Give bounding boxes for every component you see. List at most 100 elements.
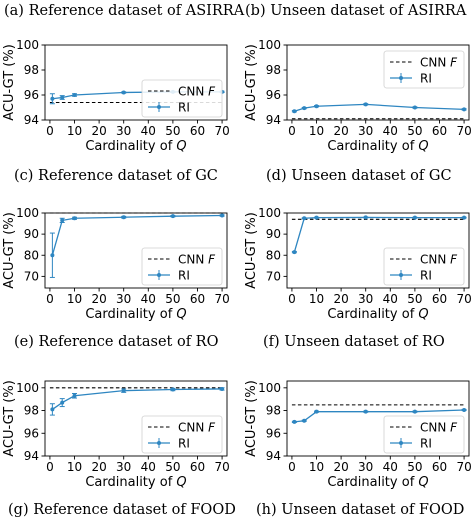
legend-ri-label: RI (420, 72, 432, 86)
legend-cnn-label: CNN F (420, 253, 458, 267)
ri-point (314, 104, 319, 109)
x-tick-label: 70 (456, 460, 471, 474)
y-axis-label: ACU-GT (%) (244, 212, 259, 289)
legend-box (383, 50, 465, 89)
legend-ri-point (399, 273, 403, 277)
ri-point (363, 102, 368, 107)
y-tick-label: 100 (16, 206, 39, 220)
ri-point (220, 213, 225, 218)
x-tick-label: 10 (67, 460, 82, 474)
x-axis-label: Cardinality of Q (327, 307, 428, 322)
caption-d: (d) Unseen dataset of GC (266, 168, 452, 184)
x-tick-label: 0 (288, 292, 296, 306)
y-tick-label: 94 (266, 449, 281, 463)
y-tick-label: 100 (258, 206, 281, 220)
plot-frame (286, 380, 470, 457)
x-tick-label: 0 (46, 460, 54, 474)
legend-cnn-label: CNN F (420, 421, 458, 435)
ri-point (302, 106, 307, 111)
x-tick-label: 40 (383, 124, 398, 138)
chart-panel: 0 10 20 30 40 50 60 70 70 80 90 100 Cardinality of Q… (244, 206, 472, 322)
legend-ri-point (157, 105, 161, 109)
x-tick-label: 70 (456, 292, 471, 306)
x-tick-label: 40 (383, 292, 398, 306)
y-tick-label: 70 (24, 269, 39, 283)
legend: CNN F RI (141, 415, 223, 454)
ri-point (50, 407, 55, 412)
x-tick-label: 30 (358, 460, 373, 474)
legend-cnn-label: CNN F (178, 85, 216, 99)
ri-point (60, 400, 65, 405)
chart-panel: 0 10 20 30 40 50 60 70 94 96 98 100 Cardinality of Q… (2, 380, 230, 490)
y-tick-label: 98 (266, 404, 281, 418)
y-axis-label: ACU-GT (%) (2, 380, 17, 457)
x-axis-label: Cardinality of Q (85, 307, 186, 322)
legend-box (141, 247, 223, 286)
chart-panel: 0 10 20 30 40 50 60 70 70 80 90 100 Cardinality of Q… (2, 206, 230, 322)
ri-point (412, 215, 417, 220)
legend-cnn-label: CNN F (178, 421, 216, 435)
y-axis-label: ACU-GT (%) (2, 212, 17, 289)
y-tick-label: 96 (266, 426, 281, 440)
plot-frame (286, 212, 470, 289)
ri-point (50, 253, 55, 258)
x-tick-label: 40 (141, 460, 156, 474)
y-axis-label: ACU-GT (%) (244, 44, 259, 121)
x-tick-label: 60 (190, 124, 205, 138)
ri-point (292, 419, 297, 424)
ri-point (50, 96, 55, 101)
y-tick-label: 94 (24, 113, 39, 127)
ri-point (121, 90, 126, 95)
y-tick-label: 90 (24, 227, 39, 241)
y-tick-label: 96 (266, 88, 281, 102)
legend: CNN F RI (383, 50, 465, 89)
y-tick-label: 98 (24, 404, 39, 418)
legend-cnn-label: CNN F (178, 253, 216, 267)
legend-box (383, 415, 465, 454)
x-tick-label: 30 (116, 460, 131, 474)
caption-h: (h) Unseen dataset of FOOD (256, 502, 464, 518)
ri-line (293, 216, 465, 253)
legend: CNN F RI (383, 415, 465, 454)
legend-cnn-label: CNN F (420, 56, 458, 70)
x-tick-label: 60 (432, 292, 447, 306)
y-tick-label: 100 (258, 38, 281, 52)
x-tick-label: 10 (309, 124, 324, 138)
ri-line (52, 388, 223, 410)
x-tick-label: 50 (165, 292, 180, 306)
ri-point (170, 387, 175, 392)
legend-ri-point (157, 441, 161, 445)
ri-point (292, 250, 297, 255)
y-tick-label: 90 (266, 227, 281, 241)
x-tick-label: 70 (214, 124, 229, 138)
legend-ri-point (399, 76, 403, 80)
legend: CNN F RI (141, 79, 223, 118)
y-tick-label: 100 (16, 38, 39, 52)
x-tick-label: 40 (141, 292, 156, 306)
x-tick-label: 70 (214, 460, 229, 474)
x-tick-label: 50 (165, 460, 180, 474)
x-tick-label: 30 (358, 124, 373, 138)
x-tick-label: 20 (333, 124, 348, 138)
legend-box (141, 79, 223, 118)
y-tick-label: 94 (266, 113, 281, 127)
ri-point (302, 418, 307, 423)
legend-ri-label: RI (178, 101, 190, 115)
x-tick-label: 0 (46, 292, 54, 306)
ri-line (51, 214, 223, 256)
legend-box (383, 247, 465, 286)
x-tick-label: 0 (288, 124, 296, 138)
x-axis-label: Cardinality of Q (327, 139, 428, 154)
ri-point (462, 407, 467, 412)
x-tick-label: 0 (288, 460, 296, 474)
caption-b: (b) Unseen dataset of ASIRRA (245, 3, 467, 19)
ri-point (72, 216, 77, 221)
y-tick-label: 94 (24, 449, 39, 463)
legend-ri-label: RI (420, 269, 432, 283)
ri-point (121, 215, 126, 220)
x-tick-label: 10 (67, 124, 82, 138)
x-axis-label: Cardinality of Q (85, 139, 186, 154)
x-tick-label: 10 (309, 460, 324, 474)
y-tick-label: 80 (24, 248, 39, 262)
